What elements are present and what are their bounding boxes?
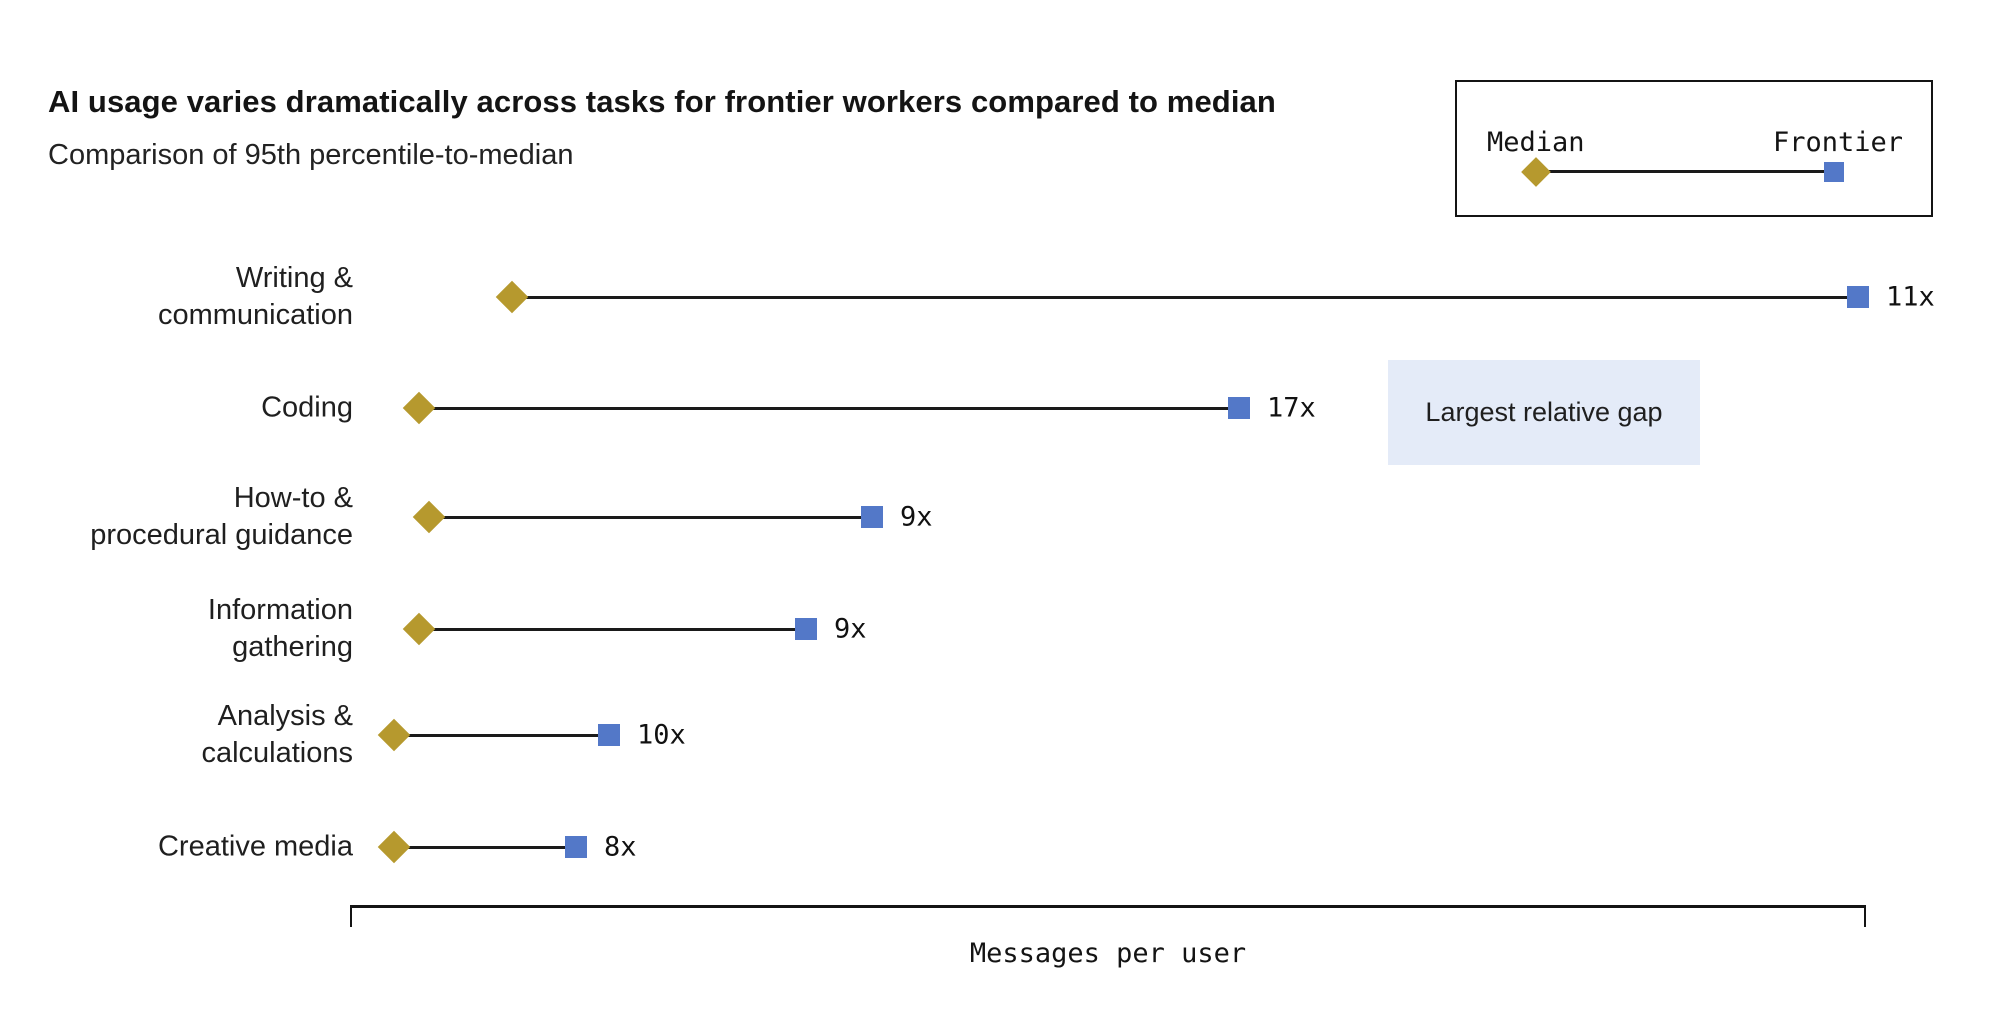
ratio-value-label: 8x bbox=[604, 831, 637, 863]
frontier-marker bbox=[598, 724, 620, 746]
frontier-square-icon bbox=[1824, 162, 1844, 182]
category-label: Writing & communication bbox=[157, 262, 353, 331]
median-marker bbox=[495, 280, 529, 314]
legend: Median Frontier bbox=[1455, 80, 1933, 217]
ratio-value-label: 10x bbox=[637, 719, 686, 751]
annotation-largest-gap: Largest relative gap bbox=[1388, 360, 1700, 465]
frontier-marker bbox=[1228, 397, 1250, 419]
connector-line bbox=[394, 733, 609, 737]
frontier-marker bbox=[565, 836, 587, 858]
category-label: How-to & procedural guidance bbox=[90, 482, 353, 551]
median-marker bbox=[402, 612, 436, 646]
median-marker bbox=[377, 718, 411, 752]
connector-line bbox=[419, 406, 1239, 410]
median-marker bbox=[402, 391, 436, 425]
frontier-marker bbox=[861, 506, 883, 528]
chart-title: AI usage varies dramatically across task… bbox=[48, 84, 1276, 119]
ratio-value-label: 17x bbox=[1267, 392, 1316, 424]
ratio-value-label: 9x bbox=[834, 613, 867, 645]
category-label: Creative media bbox=[157, 830, 353, 863]
category-label: Information gathering bbox=[207, 594, 353, 663]
category-label: Coding bbox=[261, 391, 353, 424]
legend-frontier-label: Frontier bbox=[1772, 127, 1903, 158]
legend-connector-line bbox=[1536, 170, 1834, 173]
x-axis-bracket bbox=[350, 905, 1866, 927]
frontier-marker bbox=[1847, 286, 1869, 308]
ratio-value-label: 11x bbox=[1886, 281, 1935, 313]
connector-line bbox=[429, 515, 872, 519]
chart-subtitle: Comparison of 95th percentile-to-median bbox=[48, 139, 574, 171]
category-label: Analysis & calculations bbox=[201, 700, 353, 769]
connector-line bbox=[394, 845, 576, 849]
median-marker bbox=[412, 500, 446, 534]
connector-line bbox=[419, 627, 806, 631]
median-marker bbox=[377, 830, 411, 864]
legend-median-label: Median bbox=[1487, 127, 1585, 158]
connector-line bbox=[512, 295, 1858, 299]
ratio-value-label: 9x bbox=[900, 501, 933, 533]
frontier-marker bbox=[795, 618, 817, 640]
x-axis-label: Messages per user bbox=[969, 938, 1247, 969]
